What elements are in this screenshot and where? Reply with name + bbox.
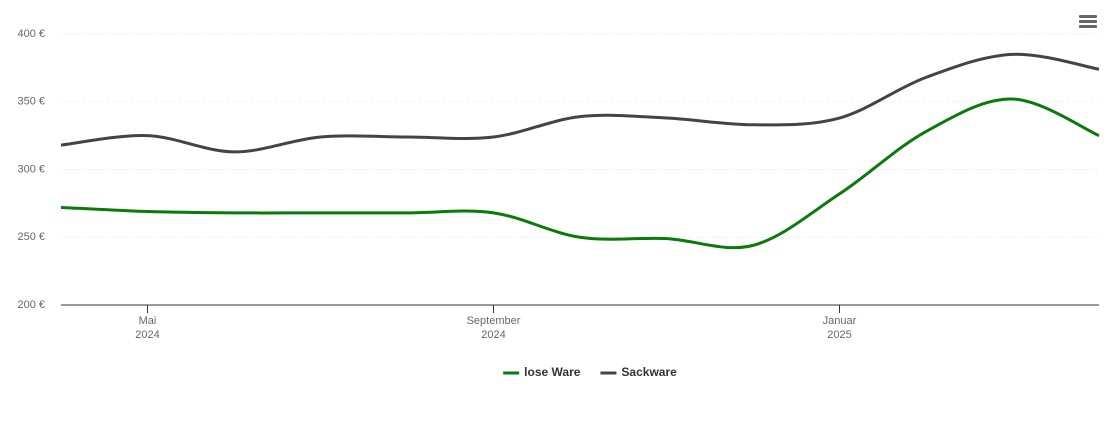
legend-label: lose Ware xyxy=(524,365,581,379)
x-tick-label: 2025 xyxy=(827,329,851,341)
y-tick-label: 350 € xyxy=(17,96,45,108)
x-tick-label: 2024 xyxy=(481,329,505,341)
y-tick-label: 200 € xyxy=(17,299,45,311)
menu-bar xyxy=(1079,25,1097,28)
menu-bar xyxy=(1079,15,1097,18)
series-line xyxy=(60,52,1100,154)
y-tick-label: 400 € xyxy=(17,28,45,40)
y-tick-label: 250 € xyxy=(17,231,45,243)
legend-label: Sackware xyxy=(621,365,677,379)
x-tick-label: Januar xyxy=(823,315,857,327)
x-tick-label: 2024 xyxy=(135,329,159,341)
legend-item[interactable]: Sackware xyxy=(600,365,677,379)
x-tick-label: Mai xyxy=(139,315,157,327)
y-tick-label: 300 € xyxy=(17,163,45,175)
series-line xyxy=(60,97,1100,250)
legend-item[interactable]: lose Ware xyxy=(503,365,581,379)
menu-button[interactable] xyxy=(1079,15,1097,28)
x-tick-label: September xyxy=(467,315,521,327)
legend: lose Ware Sackware xyxy=(503,365,677,379)
menu-bar xyxy=(1079,20,1097,23)
